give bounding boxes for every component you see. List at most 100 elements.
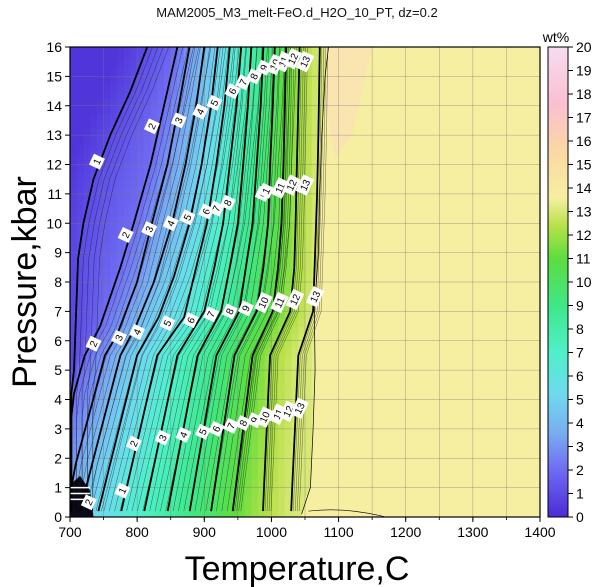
field-cell [211, 245, 219, 254]
contour-line-2 [70, 47, 179, 512]
field-cell [90, 237, 98, 246]
field-cell [177, 54, 185, 63]
field-cell [137, 91, 145, 99]
field-cell [164, 406, 172, 415]
field-cell [170, 304, 179, 312]
field-cell [284, 355, 293, 364]
field-cell [190, 149, 199, 158]
field-cell [264, 282, 273, 290]
field-cell [224, 340, 232, 349]
field-cell [204, 274, 212, 283]
contour-label-group: 12 [282, 174, 301, 196]
field-cell [90, 127, 98, 136]
field-cell [83, 105, 91, 114]
field-cell [170, 135, 179, 144]
field-cell [70, 304, 78, 312]
field-cell [237, 54, 246, 63]
field-cell [197, 289, 205, 298]
field-cell [258, 384, 266, 393]
field-cell [251, 142, 259, 151]
field-cell [130, 311, 138, 320]
field-cell [137, 230, 145, 239]
field-cell [164, 98, 172, 107]
field-cell [258, 157, 266, 166]
contour-label: 13 [299, 178, 314, 193]
field-cell [70, 436, 78, 445]
field-cell [110, 215, 118, 224]
field-cell [197, 326, 205, 334]
field-cell [150, 91, 158, 99]
field-cell [264, 443, 273, 452]
field-cell [123, 215, 132, 224]
field-cell [150, 509, 158, 517]
contour-label-group: 12 [285, 288, 305, 311]
contour-label-background [85, 335, 102, 352]
field-cell [204, 179, 212, 188]
field-cell [231, 348, 239, 357]
field-cell [76, 392, 85, 401]
field-cell [271, 83, 279, 92]
field-cell [177, 230, 185, 239]
field-cell [130, 370, 138, 379]
field-cell [251, 458, 259, 467]
field-cell [157, 362, 165, 371]
field-cell [96, 267, 105, 276]
field-cell [137, 318, 145, 327]
field-cell [96, 465, 105, 474]
field-cell [224, 436, 232, 445]
field-cell [103, 494, 111, 503]
contour-label: 6 [211, 424, 224, 434]
field-cell [305, 157, 313, 166]
field-cell [237, 274, 246, 283]
field-cell [117, 135, 125, 144]
field-cell [130, 282, 138, 290]
field-cell [70, 171, 78, 180]
field-cell [143, 377, 152, 386]
field-cell [117, 171, 125, 180]
field-cell [96, 83, 105, 92]
colorbar-tick-label: 1 [576, 486, 584, 502]
field-cell [117, 465, 125, 474]
field-cell [123, 399, 132, 408]
field-cell [170, 414, 179, 423]
field-cell [311, 69, 320, 77]
contour-minor-line [299, 47, 328, 512]
field-cell [298, 47, 306, 55]
field-cell [197, 458, 205, 467]
field-cell [211, 142, 219, 151]
field-cell [117, 406, 125, 415]
contour-minor-line [81, 47, 201, 512]
field-cell [150, 370, 158, 379]
field-cell [137, 98, 145, 107]
field-cell [264, 333, 273, 342]
field-cell [278, 98, 286, 107]
field-cell [284, 215, 293, 224]
field-cell [170, 267, 179, 276]
field-cell [291, 392, 299, 401]
field-cell [96, 201, 105, 210]
field-cell [311, 83, 320, 92]
field-cell [251, 362, 259, 371]
field-cell [83, 384, 91, 393]
field-cell [130, 340, 138, 349]
field-cell [177, 252, 185, 261]
field-cell [298, 480, 306, 489]
field-cell [123, 428, 132, 437]
colorbar-tick-label: 13 [576, 204, 592, 220]
field-cell [190, 384, 199, 393]
field-cell [284, 135, 293, 144]
field-cell [76, 54, 85, 63]
contour-minor-line [154, 47, 253, 512]
field-cell [224, 348, 232, 357]
field-cell [117, 355, 125, 364]
field-cell [190, 164, 199, 173]
field-cell [90, 289, 98, 298]
field-cell [110, 465, 118, 474]
field-cell [291, 120, 299, 129]
field-cell [190, 179, 199, 188]
field-cell [291, 113, 299, 122]
contour-label: 3 [144, 224, 157, 234]
field-cell [318, 105, 326, 114]
field-cell [318, 83, 326, 92]
field-cell [224, 127, 232, 136]
